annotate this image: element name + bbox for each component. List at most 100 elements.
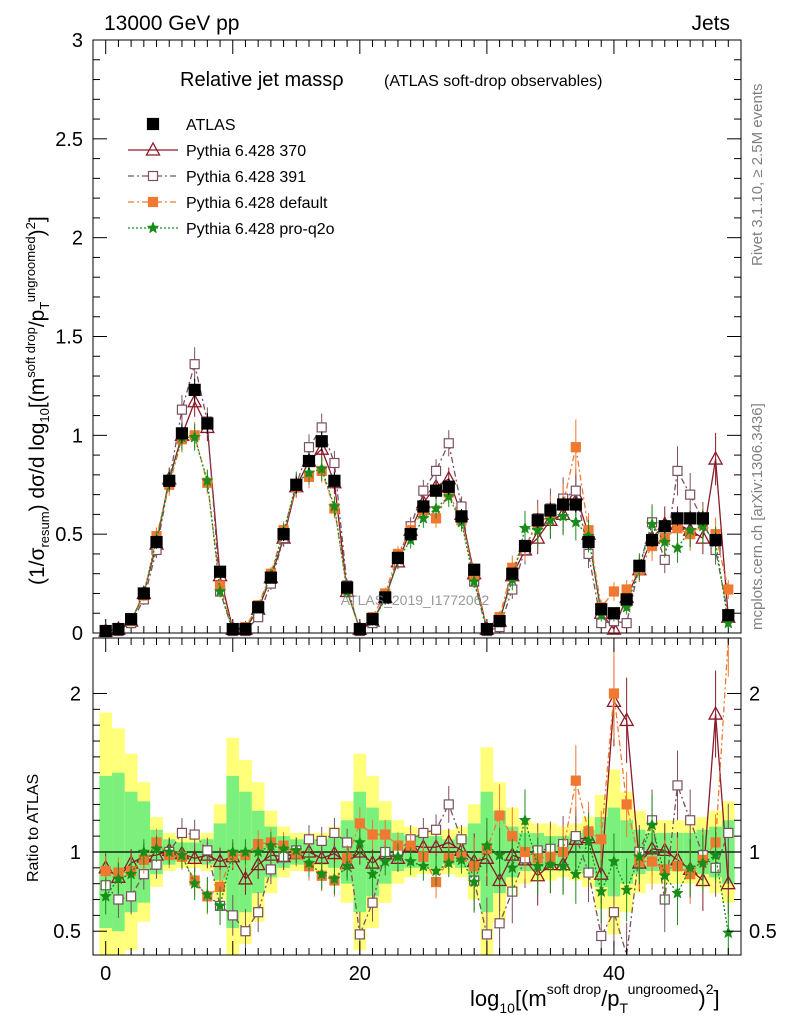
ratio-point-pq2o [137, 845, 151, 858]
ratio-point-pq2o [671, 886, 684, 899]
point-pq2o [213, 584, 227, 597]
legend-marker-p370 [145, 141, 161, 156]
point-ATLAS [455, 510, 468, 523]
y-axis-label-main: (1/σresum) dσ/d log10[(msoft drop/pTungr… [23, 216, 52, 585]
point-ATLAS [709, 533, 722, 547]
ratio-point-p391 [583, 867, 594, 878]
point-ATLAS [112, 622, 125, 636]
ratio-point-p391 [303, 834, 315, 845]
point-ATLAS [353, 622, 366, 636]
point-pq2o [518, 521, 532, 534]
ratio-point-pq2o [315, 867, 329, 880]
point-ATLAS [391, 551, 405, 564]
main-panel: 0 0.5 1 1.5 2 2.5 3 [55, 30, 742, 645]
point-pq2o [416, 511, 430, 524]
ratio-point-pq2o [328, 872, 341, 885]
ratio-point-pq2o [277, 842, 290, 855]
legend-label-p370: Pythia 6.428 370 [186, 143, 306, 160]
point-p391 [443, 438, 454, 449]
ratio-point-pq2o [569, 867, 583, 880]
point-ATLAS [645, 533, 659, 547]
ratio-point-pq2o [658, 869, 672, 882]
point-ATLAS [213, 565, 227, 578]
category-label: Jets [691, 12, 730, 35]
y-axis-label-ratio: Ratio to ATLAS [25, 774, 42, 882]
ratio-series-pq2o [99, 789, 735, 955]
ratio-point-p391 [316, 835, 327, 846]
point-p391 [672, 465, 683, 477]
ratio-point-p370 [491, 872, 508, 887]
point-ATLAS [607, 607, 621, 620]
ratio-y-tick-label-right: 2 [749, 683, 760, 705]
point-ATLAS [277, 528, 290, 541]
ratio-point-pdef [367, 829, 378, 840]
point-ATLAS [366, 613, 379, 626]
legend-marker-pdef [147, 196, 159, 208]
point-pq2o [569, 515, 583, 528]
point-ATLAS [239, 622, 252, 636]
ratio-point-pq2o [391, 850, 405, 863]
ratio-point-pq2o [683, 861, 697, 874]
energy-label: 13000 GeV pp [104, 12, 239, 35]
ratio-point-p391 [113, 894, 124, 905]
y-tick-label: 1.5 [55, 327, 83, 349]
point-ATLAS [163, 474, 176, 487]
point-p391 [570, 485, 581, 496]
ratio-point-pdef [596, 834, 607, 845]
x-tick-label: 0 [100, 963, 111, 985]
y-tick-label: 2 [72, 228, 83, 250]
point-ATLAS [684, 512, 697, 525]
ratio-point-pdef [621, 799, 632, 810]
point-ATLAS [544, 504, 557, 517]
ratio-point-p391 [494, 918, 505, 929]
series-line-p391 [105, 363, 729, 633]
legend-label-ATLAS: ATLAS [186, 117, 236, 134]
ratio-point-pdef [354, 818, 365, 829]
point-pq2o [531, 523, 545, 536]
ratio-point-p370 [707, 705, 724, 720]
ratio-point-p370 [428, 838, 444, 853]
ratio-point-p391 [418, 827, 429, 839]
ratio-point-p391 [723, 827, 734, 839]
svg-text:log10[(msoft drop/pTungroomed): log10[(msoft drop/pTungroomed)2] [470, 981, 720, 1016]
legend-marker-pq2o [146, 221, 160, 234]
ratio-y-tick-label: 0.5 [53, 921, 81, 943]
point-ATLAS [341, 581, 354, 594]
ratio-point-pq2o [531, 859, 545, 872]
point-ATLAS [506, 567, 519, 580]
point-p391 [685, 489, 696, 500]
ratio-point-pdef [646, 856, 658, 867]
point-ATLAS [264, 571, 277, 584]
point-ATLAS [569, 498, 582, 511]
ratio-point-p391 [265, 864, 276, 875]
point-ATLAS [582, 535, 595, 549]
x-tick-label: 20 [349, 963, 371, 985]
legend-marker-ATLAS [146, 117, 160, 131]
ratio-point-pq2o [505, 861, 519, 874]
point-ATLAS [620, 593, 633, 606]
point-ATLAS [328, 474, 341, 487]
point-ATLAS [557, 498, 570, 511]
ratio-point-pq2o [620, 883, 634, 896]
ratio-bg [93, 638, 741, 955]
point-ATLAS [315, 435, 328, 448]
ratio-point-p391 [176, 827, 188, 839]
ratio-point-p391 [481, 929, 492, 940]
ratio-point-pq2o [112, 872, 125, 885]
point-pq2o [544, 513, 557, 526]
point-pq2o [556, 509, 570, 522]
point-p370 [187, 393, 203, 408]
chart-subtitle: (ATLAS soft-drop observables) [384, 73, 602, 90]
ratio-point-p391 [608, 907, 620, 918]
ratio-point-p370 [212, 853, 228, 868]
point-pq2o [658, 535, 672, 548]
y-tick-label: 1 [72, 425, 83, 447]
ratio-point-p391 [430, 824, 442, 835]
point-pdef [723, 584, 734, 595]
ratio-point-pq2o [99, 889, 113, 902]
point-ATLAS [671, 512, 684, 525]
legend-label-pdef: Pythia 6.428 default [186, 195, 328, 212]
point-ATLAS [493, 615, 506, 628]
ratio-y-tick-label: 2 [70, 683, 81, 705]
point-p391 [329, 457, 340, 469]
